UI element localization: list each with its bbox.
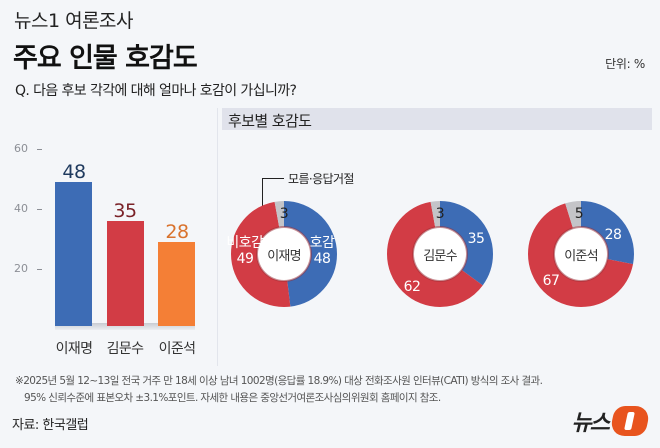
- bar-value-lee-junseok: 28: [165, 221, 189, 243]
- unfavorable-text: 비호감: [226, 235, 264, 251]
- legend-dont-know: 모름·응답거절: [288, 172, 354, 186]
- bar-value-kim-moonsoo: 35: [113, 200, 137, 222]
- donut-section-header: 후보별 호감도: [222, 108, 652, 130]
- survey-note-line1: ※2025년 5월 12~13일 전국 거주 만 18세 이상 남녀 1002명…: [15, 375, 543, 387]
- dont-know-value: 5: [574, 206, 584, 222]
- bar-kim-moonsoo: [107, 221, 144, 326]
- survey-note-line2: 95% 신뢰수준에 표본오차 ±3.1%포인트. 자세한 내용은 중앙선거여론조…: [24, 392, 441, 404]
- donut-lee-jaemyung: 이재명 호감 48 비호감 49 3: [226, 201, 337, 307]
- unfavorable-value: 49: [236, 251, 254, 267]
- bar-base-shadow: [55, 323, 195, 330]
- favorable-label: 호감 48: [307, 235, 337, 267]
- legend-leader-line: [262, 178, 284, 179]
- source-label: 자료: 한국갤럽: [12, 418, 89, 433]
- donut-kim-moonsoo: 김문수 35 62 3: [387, 201, 493, 307]
- y-tick-mark: [37, 209, 42, 210]
- donut-center-label: 이재명: [258, 228, 310, 280]
- dont-know-value: 3: [279, 206, 289, 222]
- bar-label-kim-moonsoo: 김문수: [106, 341, 144, 357]
- bar-lee-jaemyung: [55, 182, 92, 326]
- donut-center-label: 김문수: [414, 228, 466, 280]
- y-tick-mark: [37, 269, 42, 270]
- y-tick-20: 20: [14, 262, 28, 275]
- favorable-value: 35: [467, 231, 485, 247]
- donut-lee-junseok: 이준석 28 67 5: [528, 201, 634, 307]
- logo-mark-icon: [608, 406, 652, 436]
- bar-value-lee-jaemyung: 48: [62, 161, 86, 183]
- unfavorable-label: 비호감 49: [225, 235, 265, 267]
- page-title: 주요 인물 호감도: [13, 43, 198, 74]
- y-tick-40: 40: [14, 202, 28, 215]
- unfavorable-value: 67: [542, 273, 560, 289]
- y-tick-mark: [37, 149, 42, 150]
- dont-know-value: 3: [435, 206, 445, 222]
- unit-label: 단위: %: [605, 57, 645, 71]
- donut-section-title: 후보별 호감도: [228, 112, 312, 130]
- bar-chart: 60 40 20 48 35 28 이재명 김문수 이준석: [0, 108, 217, 366]
- bar-lee-junseok: [158, 242, 195, 326]
- bar-label-lee-junseok: 이준석: [158, 341, 196, 357]
- unfavorable-value: 62: [403, 279, 421, 295]
- survey-question: Q. 다음 후보 각각에 대해 얼마나 호감이 가십니까?: [15, 83, 297, 99]
- donut-center-label: 이준석: [555, 228, 607, 280]
- favorable-value: 48: [313, 251, 331, 267]
- news1-logo: 뉴스: [571, 405, 652, 437]
- y-tick-60: 60: [14, 142, 28, 155]
- kicker: 뉴스1 여론조사: [14, 10, 134, 32]
- favorable-text: 호감: [309, 235, 335, 251]
- logo-text: 뉴스: [571, 411, 611, 436]
- favorable-value: 28: [604, 227, 622, 243]
- bar-label-lee-jaemyung: 이재명: [55, 341, 93, 357]
- legend-leader-line: [262, 178, 263, 206]
- panel-divider: [217, 108, 218, 366]
